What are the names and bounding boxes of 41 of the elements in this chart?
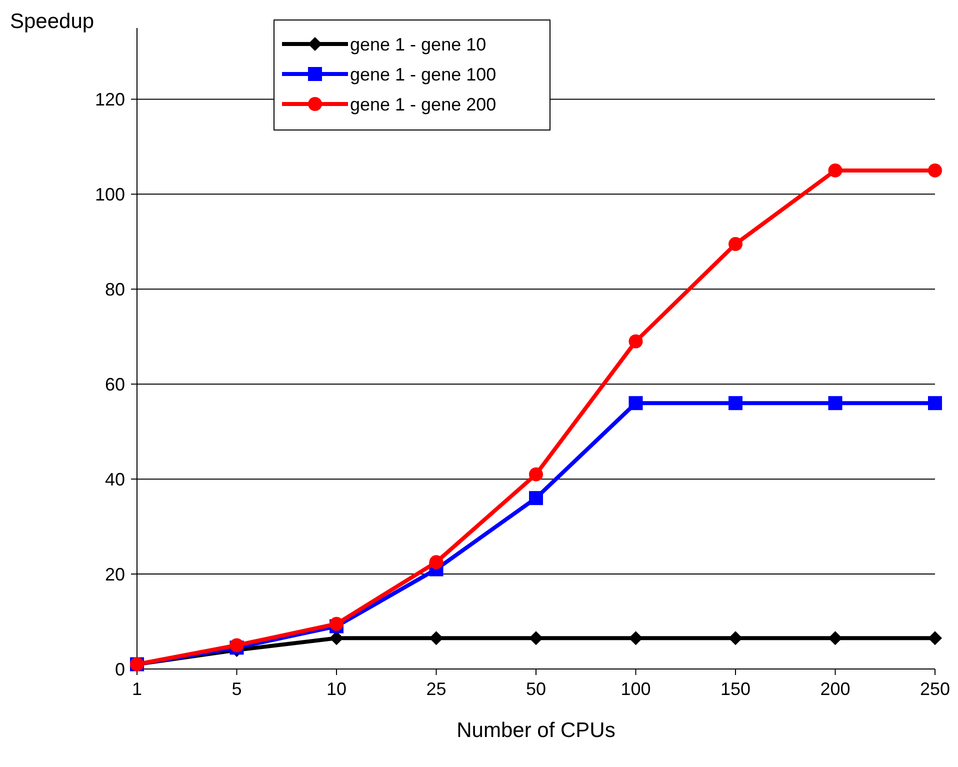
point	[728, 631, 742, 646]
y-tick-label: 20	[104, 564, 125, 584]
point	[928, 631, 942, 646]
point	[330, 631, 344, 646]
y-tick-label: 120	[94, 90, 125, 110]
x-tick-label: 5	[232, 679, 242, 699]
x-tick-label: 1	[132, 679, 142, 699]
point	[230, 638, 244, 652]
y-tick-label: 100	[94, 184, 125, 204]
y-tick-label: 80	[104, 279, 125, 300]
point	[728, 237, 742, 252]
legend-label: gene 1 - gene 10	[350, 34, 486, 54]
point	[628, 631, 643, 646]
x-tick-label: 150	[720, 679, 751, 699]
point	[330, 616, 344, 631]
x-tick-label: 10	[326, 679, 347, 699]
x-axis-title: Number of CPUs	[456, 719, 616, 742]
x-tick-label: 250	[920, 679, 950, 699]
legend-label: gene 1 - gene 100	[350, 64, 496, 84]
point	[928, 396, 942, 410]
point	[628, 396, 643, 410]
point	[429, 555, 444, 570]
y-tick-label: 0	[114, 659, 125, 680]
point	[529, 491, 543, 506]
point	[728, 396, 742, 410]
point	[628, 334, 643, 348]
x-tick-label: 100	[620, 679, 651, 699]
y-axis-title: Speedup	[10, 10, 94, 33]
x-tick-label: 50	[526, 679, 546, 699]
point	[529, 631, 543, 646]
x-tick-label: 25	[426, 679, 446, 699]
legend-label: gene 1 - gene 200	[350, 94, 496, 114]
y-tick-label: 60	[104, 374, 125, 394]
point	[429, 631, 444, 646]
point	[828, 396, 842, 410]
point	[529, 467, 543, 482]
point	[828, 631, 842, 646]
y-tick-label: 40	[104, 469, 125, 490]
point	[928, 163, 942, 178]
point	[828, 163, 842, 178]
x-tick-label: 200	[820, 679, 850, 699]
